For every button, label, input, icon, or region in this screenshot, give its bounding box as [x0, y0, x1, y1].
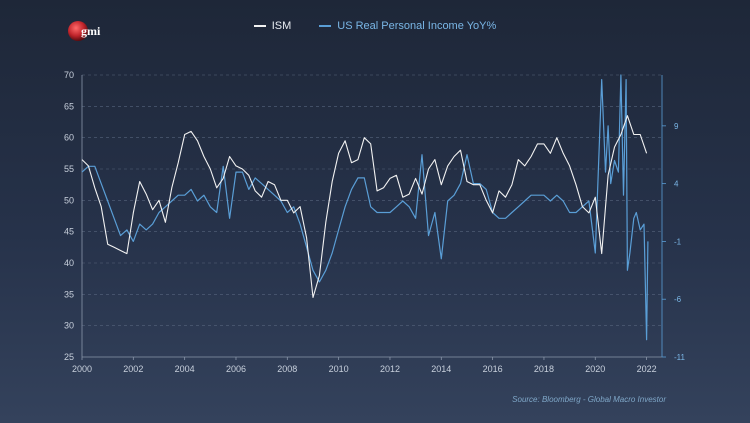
y2-tick-label: -1: [674, 237, 682, 246]
series-lines: [81, 74, 649, 341]
x-tick-label: 2008: [277, 364, 297, 374]
legend-label-ism: ISM: [271, 20, 292, 32]
legend-item-income: US Real Personal Income YoY%: [319, 20, 496, 32]
x-tick-label: 2018: [534, 364, 554, 374]
legend-item-ism: ISM: [253, 20, 292, 32]
legend: ISM US Real Personal Income YoY%: [0, 20, 750, 32]
axes: [81, 75, 663, 358]
legend-swatch-ism: [253, 25, 266, 27]
series-line-income: [81, 74, 649, 341]
x-tick-label: 2010: [329, 364, 349, 374]
legend-label-income: US Real Personal Income YoY%: [337, 20, 497, 32]
x-tick-label: 2006: [226, 364, 246, 374]
y2-tick-label: -6: [674, 295, 682, 304]
x-axis-ticks: 2000 2002 2004 2006 2008 2010 2012 2014 2016 2018…: [72, 357, 657, 374]
x-tick-label: 2004: [175, 364, 195, 374]
x-tick-label: 2022: [637, 364, 657, 374]
y-tick-label: 35: [64, 289, 74, 299]
y-tick-label: 25: [64, 352, 74, 362]
y-tick-label: 60: [64, 133, 74, 143]
gmi-logo: gmi: [66, 18, 126, 48]
x-tick-label: 2020: [585, 364, 605, 374]
x-tick-label: 2016: [483, 364, 503, 374]
y-tick-label: 30: [64, 321, 74, 331]
y-tick-label: 45: [64, 227, 74, 237]
y-tick-label: 70: [64, 70, 74, 80]
y-tick-label: 50: [64, 195, 74, 205]
x-tick-label: 2012: [380, 364, 400, 374]
gridlines: [82, 74, 662, 326]
source-note: Source: Bloomberg - Global Macro Investo…: [512, 395, 666, 404]
y2-tick-label: -11: [674, 353, 686, 362]
y-tick-label: 40: [64, 258, 74, 268]
x-tick-label: 2014: [431, 364, 451, 374]
logo-text: gmi: [81, 24, 101, 38]
legend-swatch-income: [319, 25, 332, 27]
left-axis-ticks: 25 30 35 40 45 50 55 60 65 70: [64, 70, 74, 362]
y2-tick-label: 9: [674, 122, 679, 131]
x-tick-label: 2000: [72, 364, 92, 374]
x-tick-label: 2002: [123, 364, 143, 374]
series-line-ism: [81, 115, 648, 299]
right-axis-ticks: -11 -6 -1 4 9: [662, 122, 686, 362]
y-tick-label: 65: [64, 101, 74, 111]
y-tick-label: 55: [64, 164, 74, 174]
y2-tick-label: 4: [674, 180, 679, 189]
